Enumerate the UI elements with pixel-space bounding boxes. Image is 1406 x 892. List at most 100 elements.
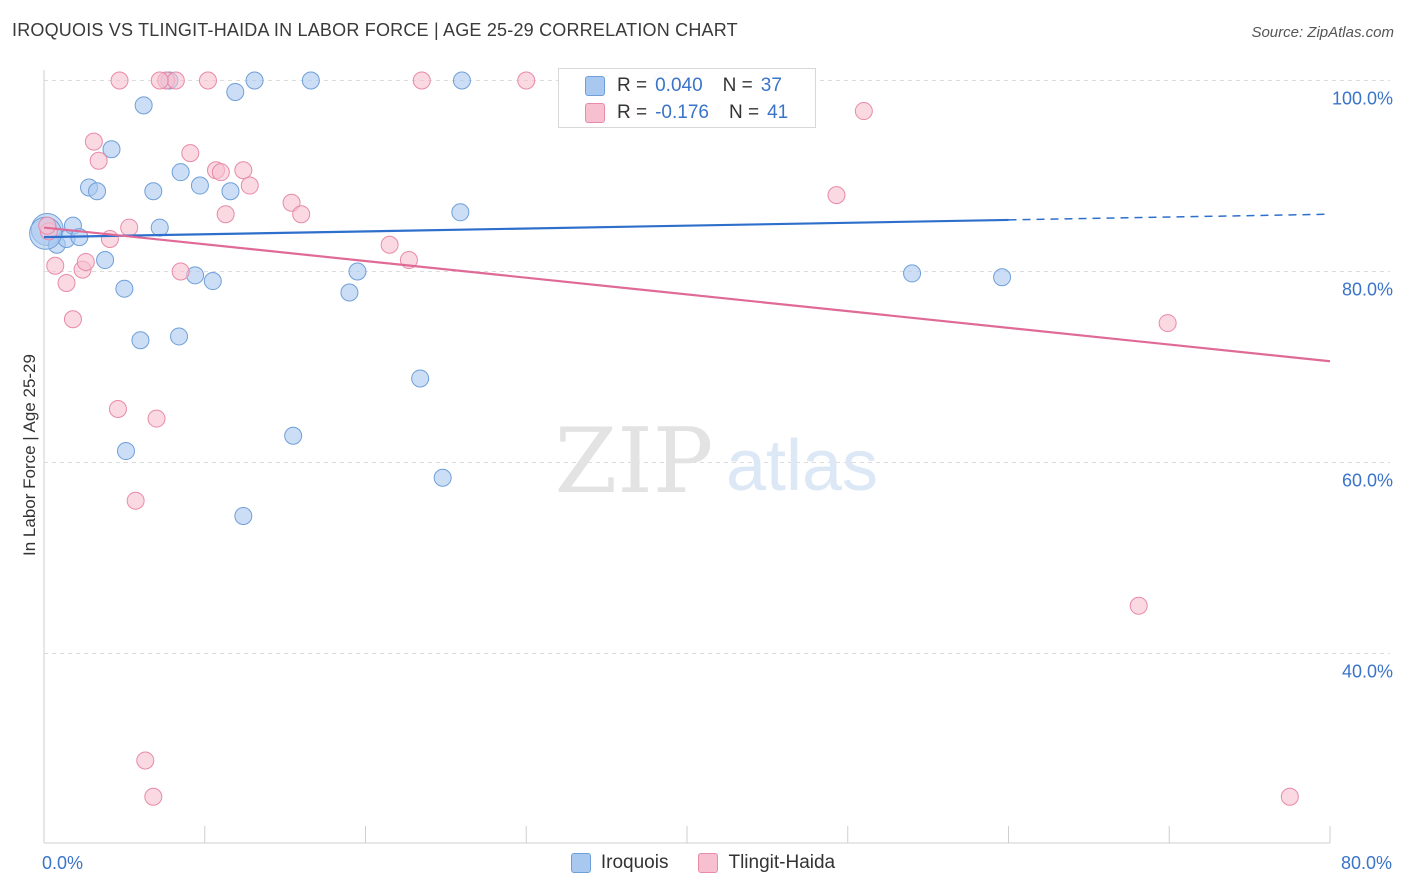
tlingit-haida-r-value: -0.176	[655, 102, 709, 123]
point-tlingit-haida	[234, 161, 253, 180]
point-tlingit-haida	[38, 216, 57, 235]
r-label: R =	[617, 75, 648, 96]
trend-line-tlingit-haida	[43, 226, 1331, 363]
point-tlingit-haida	[63, 310, 82, 329]
legend-label-tlingit-haida: Tlingit-Haida	[728, 852, 836, 873]
x-tick-label: 0.0%	[42, 853, 83, 873]
watermark-zip: ZIP	[555, 409, 714, 514]
stats-row-tlingit-haida: R = -0.176 N = 41	[585, 100, 788, 126]
point-iroquois	[245, 71, 264, 90]
point-tlingit-haida	[181, 144, 200, 163]
y-tick-label: 40.0%	[1342, 662, 1393, 682]
r-label: R =	[617, 102, 648, 123]
n-label: N =	[728, 102, 760, 123]
n-label: N =	[722, 75, 753, 96]
y-tick-label: 80.0%	[1342, 280, 1393, 300]
bottom-legend: Iroquois Tlingit-Haida	[0, 852, 1406, 874]
point-iroquois	[348, 262, 367, 281]
point-tlingit-haida	[46, 256, 65, 275]
point-tlingit-haida	[57, 273, 76, 292]
point-tlingit-haida	[108, 400, 127, 419]
point-iroquois	[226, 82, 245, 101]
point-tlingit-haida	[136, 751, 155, 770]
point-iroquois	[190, 176, 209, 195]
point-iroquois	[221, 182, 240, 201]
point-iroquois	[170, 327, 189, 346]
legend-item-tlingit-haida[interactable]: Tlingit-Haida	[698, 852, 835, 874]
point-iroquois	[301, 71, 320, 90]
point-iroquois	[134, 96, 153, 115]
point-iroquois	[131, 331, 150, 350]
point-tlingit-haida	[380, 235, 399, 254]
point-iroquois	[115, 279, 134, 298]
point-iroquois	[993, 268, 1012, 287]
point-tlingit-haida	[144, 787, 163, 806]
point-iroquois	[451, 203, 470, 222]
chart-title: IROQUOIS VS TLINGIT-HAIDA IN LABOR FORCE…	[12, 20, 738, 40]
point-iroquois	[433, 468, 452, 487]
point-tlingit-haida	[1129, 596, 1148, 615]
point-iroquois	[96, 251, 115, 270]
stats-row-iroquois: R = 0.040 N = 37	[585, 73, 782, 99]
iroquois-r-value: 0.040	[655, 75, 703, 96]
point-tlingit-haida	[292, 205, 311, 224]
trend-line-iroquois-extension	[1008, 213, 1331, 221]
point-tlingit-haida	[110, 71, 129, 90]
point-tlingit-haida	[120, 218, 139, 237]
trend-line-iroquois	[43, 218, 1009, 239]
trend-lines	[43, 213, 1331, 363]
y-tick-label: 60.0%	[1342, 471, 1393, 491]
data-points	[29, 71, 1299, 806]
point-tlingit-haida	[84, 132, 103, 151]
point-iroquois	[411, 369, 430, 388]
point-tlingit-haida	[76, 252, 95, 271]
point-tlingit-haida	[854, 102, 873, 121]
tick-labels: 100.0% 80.0% 60.0% 40.0% 0.0% 80.0%	[42, 89, 1393, 874]
point-tlingit-haida	[89, 151, 108, 170]
legend-swatch-iroquois	[570, 853, 591, 873]
point-iroquois	[340, 283, 359, 302]
point-tlingit-haida	[150, 71, 169, 90]
point-iroquois	[203, 272, 222, 291]
point-iroquois	[234, 506, 253, 525]
point-tlingit-haida	[166, 71, 185, 90]
y-axis-label: In Labor Force | Age 25-29	[20, 354, 39, 556]
x-tick-label: 80.0%	[1341, 853, 1392, 873]
tlingit-haida-n-value: 41	[767, 102, 789, 123]
legend-swatch-tlingit-haida	[698, 853, 719, 873]
point-iroquois	[102, 140, 121, 159]
point-iroquois	[284, 426, 303, 445]
point-iroquois	[144, 182, 163, 201]
point-tlingit-haida	[282, 193, 301, 212]
point-tlingit-haida	[216, 205, 235, 224]
iroquois-swatch	[585, 76, 605, 96]
axes	[43, 70, 1331, 844]
point-tlingit-haida	[171, 262, 190, 281]
point-iroquois	[116, 442, 135, 461]
point-tlingit-haida	[240, 176, 259, 195]
point-tlingit-haida	[126, 491, 145, 510]
point-iroquois	[150, 218, 169, 237]
point-tlingit-haida	[211, 163, 230, 182]
watermark-atlas: atlas	[726, 426, 878, 506]
point-iroquois	[171, 163, 190, 182]
point-tlingit-haida	[827, 186, 846, 205]
y-tick-label: 100.0%	[1332, 89, 1393, 109]
tlingit-haida-swatch	[585, 103, 605, 123]
point-iroquois	[88, 182, 107, 201]
point-tlingit-haida	[1280, 787, 1299, 806]
point-tlingit-haida	[517, 71, 536, 90]
point-iroquois	[452, 71, 471, 90]
point-tlingit-haida	[147, 409, 166, 428]
legend-label-iroquois: Iroquois	[600, 852, 669, 873]
chart-source: Source: ZipAtlas.com	[1251, 24, 1394, 41]
watermark: ZIP atlas	[555, 409, 878, 514]
iroquois-n-value: 37	[760, 75, 782, 96]
point-iroquois	[903, 264, 922, 283]
stats-legend: R = 0.040 N = 37 R = -0.176 N = 41	[558, 68, 816, 128]
point-tlingit-haida	[198, 71, 217, 90]
point-tlingit-haida	[1158, 314, 1177, 333]
legend-item-iroquois[interactable]: Iroquois	[570, 852, 669, 874]
